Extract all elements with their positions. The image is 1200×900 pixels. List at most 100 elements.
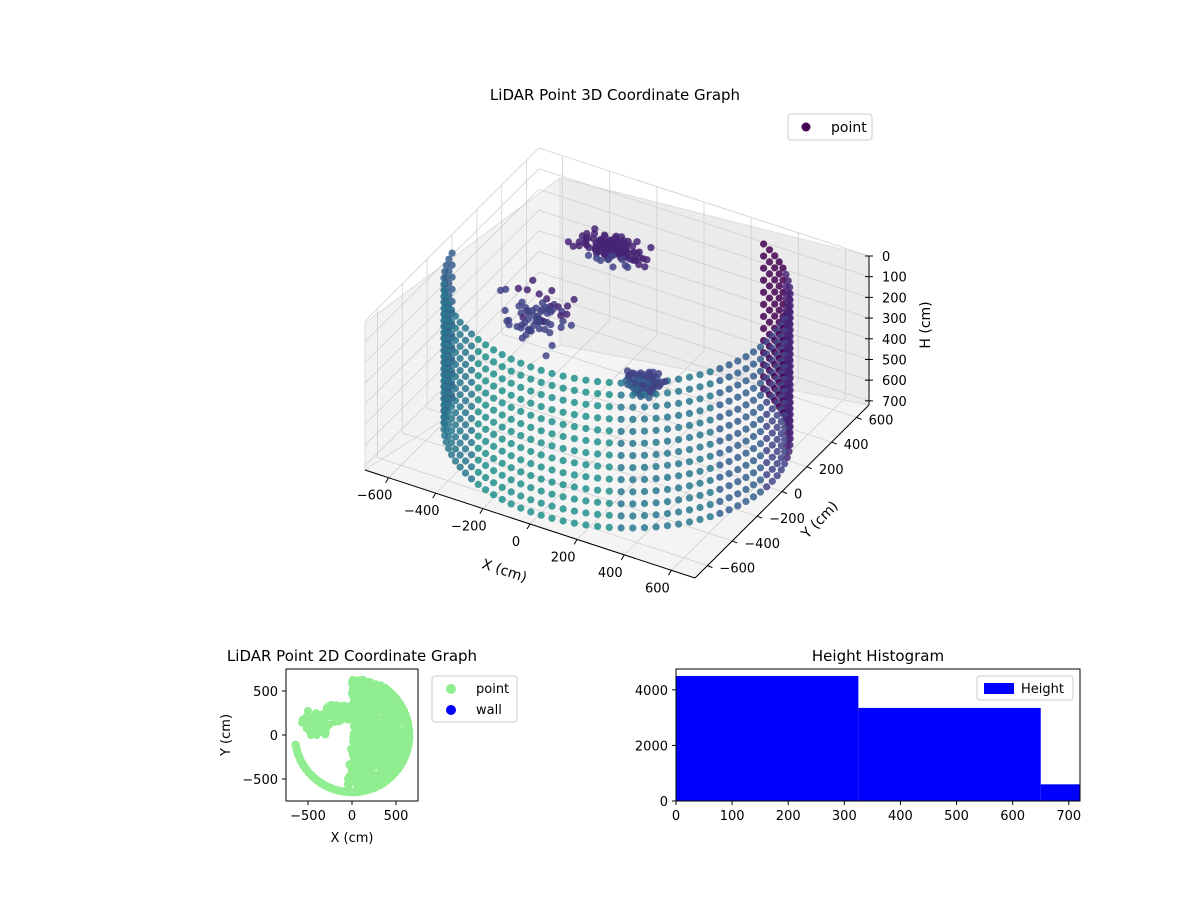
data-point (442, 438, 450, 446)
data-point (663, 485, 672, 494)
x-axis-label-3d: X (cm) (480, 556, 529, 586)
data-point (582, 376, 590, 384)
data-point (756, 367, 765, 375)
data-point (756, 379, 765, 387)
data-point (706, 501, 714, 509)
data-point (760, 276, 768, 284)
data-point (771, 264, 779, 272)
data-point (675, 460, 683, 468)
data-point (564, 238, 573, 246)
data-point (537, 439, 545, 447)
data-point (461, 409, 470, 417)
scatter3d-axes: LiDAR Point 3D Coordinate Graph −600 −400… (357, 86, 934, 596)
data-point-2d (400, 714, 410, 724)
data-point (685, 373, 694, 381)
data-point (482, 353, 490, 361)
data-point (490, 479, 498, 487)
data-point (768, 441, 776, 449)
data-point (742, 497, 750, 506)
data-point (594, 486, 602, 494)
data-point (675, 399, 683, 407)
data-point (763, 398, 771, 406)
data-point (507, 391, 515, 399)
grid-line (538, 251, 870, 360)
data-point (706, 476, 714, 485)
data-point (498, 375, 506, 383)
data-point (652, 475, 660, 483)
data-point (537, 463, 545, 471)
data-point (461, 360, 470, 368)
data-point (663, 522, 672, 530)
data-point (527, 399, 535, 407)
data-point (652, 487, 660, 495)
data-point (575, 242, 583, 250)
data-point (490, 430, 498, 438)
data-point (696, 467, 704, 475)
grid-line (538, 271, 870, 381)
data-point (629, 452, 637, 460)
data-point (517, 456, 525, 464)
data-point (773, 460, 781, 468)
data-point (456, 439, 464, 447)
data-point (645, 394, 653, 402)
x-tick-mark (526, 523, 531, 530)
data-point (629, 476, 637, 484)
data-point (696, 515, 704, 524)
data-point (537, 391, 545, 399)
data-point (781, 424, 789, 432)
legend-frame (787, 113, 873, 141)
data-point (696, 443, 704, 451)
data-point (490, 418, 498, 426)
data-point (725, 397, 733, 405)
data-point-2d (382, 688, 392, 698)
data-point (725, 361, 733, 369)
legend-hist: Height (976, 675, 1074, 701)
data-point (685, 421, 694, 429)
x-tick-mark (385, 477, 390, 483)
z-tick-label-3d: 500 (882, 353, 907, 368)
data-point (451, 312, 460, 320)
data-point (775, 306, 783, 314)
data-point-2d (396, 706, 405, 716)
data-point (498, 423, 506, 431)
x-tick-label-3d: 200 (551, 550, 576, 565)
data-point (517, 395, 525, 403)
data-point (652, 438, 660, 446)
data-point (617, 403, 625, 411)
data-point (542, 352, 550, 360)
data-point (490, 358, 498, 366)
data-point (771, 300, 779, 308)
data-point (629, 488, 637, 496)
data-point (582, 424, 590, 433)
data-point (527, 447, 535, 456)
data-point (655, 382, 663, 391)
data-point (773, 435, 781, 444)
data-point-2d (311, 713, 320, 721)
legend-2d: point wall (431, 675, 518, 723)
data-point-2d (361, 728, 371, 738)
data-point (490, 442, 498, 450)
data-point (768, 477, 776, 485)
data-point (548, 502, 556, 510)
data-point (448, 439, 456, 447)
data-point-2d (378, 706, 388, 716)
data-point (527, 435, 535, 443)
data-point (582, 412, 590, 420)
data-point-2d (320, 723, 329, 732)
data-point (725, 445, 733, 454)
data-point (537, 427, 545, 435)
data-point (467, 463, 476, 471)
ticks-3d: −600−400−2000200400600−600−400−200020040… (357, 250, 907, 596)
data-point-2d (361, 748, 371, 758)
data-point (548, 442, 556, 450)
data-point (548, 406, 556, 414)
data-point (781, 460, 789, 468)
data-point (675, 387, 683, 395)
data-point (773, 411, 781, 419)
data-point (706, 380, 714, 388)
data-point (768, 429, 776, 437)
data-point (749, 420, 758, 429)
data-point (640, 403, 649, 411)
data-point-2d (353, 708, 363, 718)
data-point (640, 439, 649, 447)
